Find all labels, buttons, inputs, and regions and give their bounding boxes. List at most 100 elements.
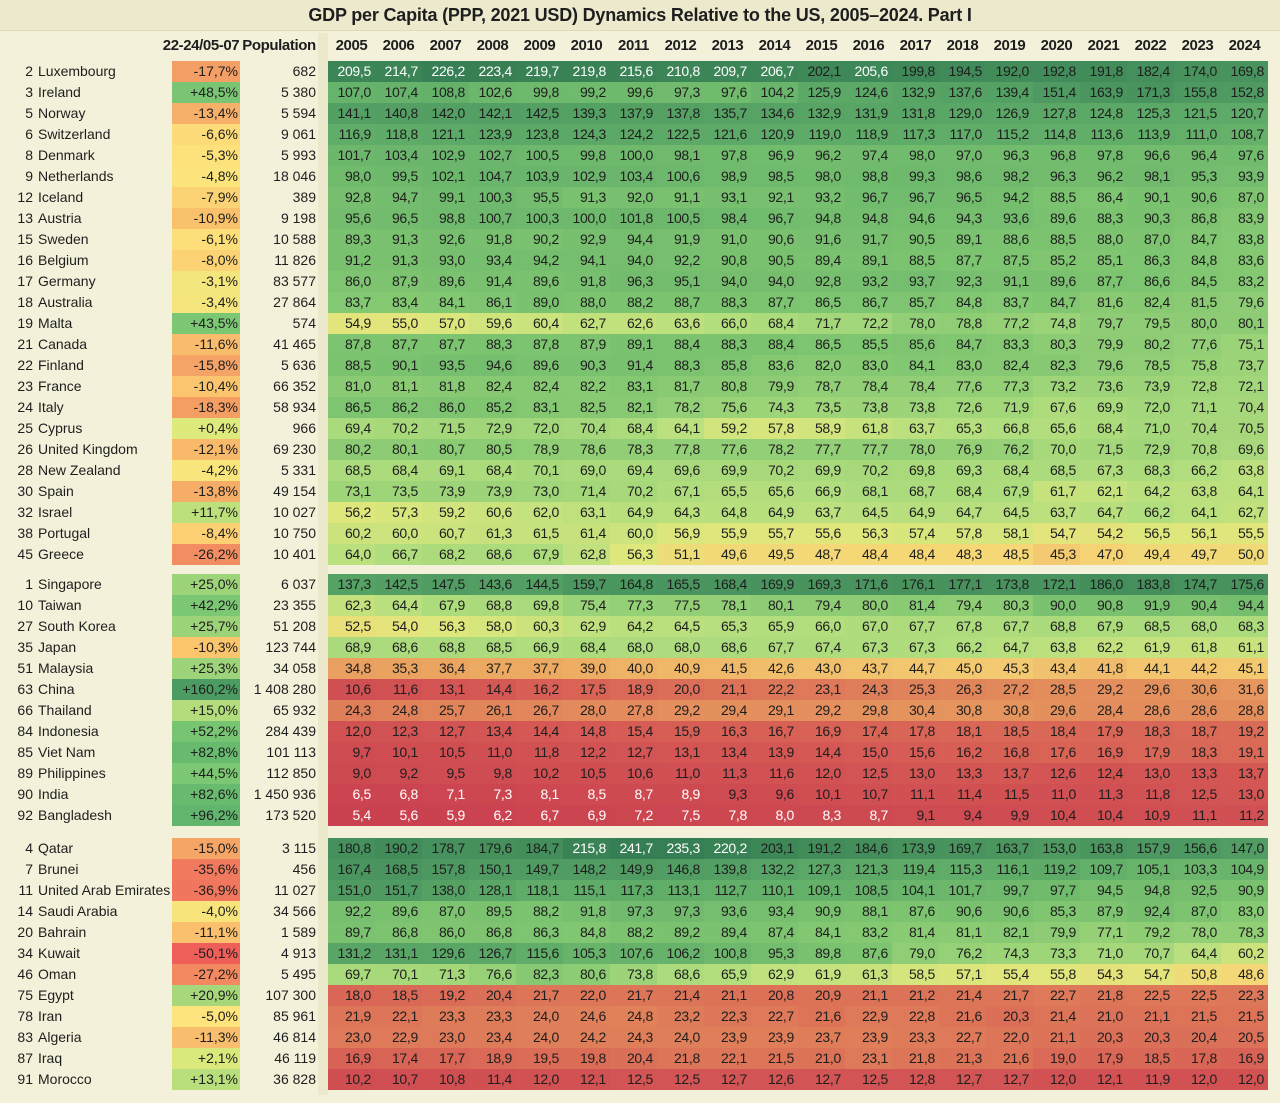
rank-cell: 23 (17, 378, 33, 394)
value-cell: 194,5 (939, 61, 986, 82)
value-cell: 71,7 (798, 313, 845, 334)
value-cell: 199,8 (892, 61, 939, 82)
country-name: Portugal (38, 525, 91, 541)
table-row: 18 Australia -3,4% 27 864 83,7 83,4 84,1 86,1 89… (0, 292, 1280, 313)
value-cell: 24,0 (516, 1027, 563, 1048)
value-cell: 96,3 (986, 145, 1033, 166)
value-cell: 45,1 (1221, 658, 1268, 679)
value-cell: 25,3 (892, 679, 939, 700)
value-cell: 76,2 (986, 439, 1033, 460)
value-cell: 78,8 (939, 313, 986, 334)
value-cell: 92,9 (563, 229, 610, 250)
value-cell: 73,8 (845, 397, 892, 418)
value-cell: 64,8 (704, 502, 751, 523)
value-cell: 13,7 (1221, 763, 1268, 784)
rank-cell: 34 (17, 945, 33, 961)
value-cell: 137,3 (328, 574, 375, 595)
value-cell: 143,6 (469, 574, 516, 595)
value-cell: 88,0 (1080, 229, 1127, 250)
value-cell: 54,7 (1033, 523, 1080, 544)
rank-cell: 91 (17, 1071, 33, 1087)
value-cell: 16,9 (328, 1048, 375, 1069)
value-cell: 43,4 (1033, 658, 1080, 679)
value-cell: 12,7 (704, 1069, 751, 1090)
value-cell: 83,6 (1221, 250, 1268, 271)
country-name: Japan (38, 639, 77, 655)
value-cell: 82,2 (563, 376, 610, 397)
value-cell: 110,1 (751, 880, 798, 901)
value-cell: 85,2 (469, 397, 516, 418)
value-cell: 14,4 (516, 721, 563, 742)
value-cell: 64,2 (1127, 481, 1174, 502)
value-cell: 6,5 (328, 784, 375, 805)
table-row: 16 Belgium -8,0% 11 826 91,2 91,3 93,0 93,4 94,2… (0, 250, 1280, 271)
rank-cell: 51 (17, 660, 33, 676)
value-cell: 55,8 (1033, 964, 1080, 985)
value-cell: 115,2 (986, 124, 1033, 145)
value-cell: 86,8 (1174, 208, 1221, 229)
value-cell: 123,9 (469, 124, 516, 145)
population-cell: 27 864 (273, 294, 316, 310)
value-cell: 84,8 (1174, 250, 1221, 271)
value-cell: 69,6 (657, 460, 704, 481)
change-cell: -36,9% (172, 880, 240, 901)
country-name: Germany (38, 273, 96, 289)
value-cell: 70,8 (1174, 439, 1221, 460)
change-cell: +11,7% (172, 502, 240, 523)
change-cell: -27,2% (172, 964, 240, 985)
value-cell: 75,1 (1221, 334, 1268, 355)
population-cell: 682 (292, 63, 316, 79)
value-cell: 23,1 (845, 1048, 892, 1069)
value-cell: 16,2 (939, 742, 986, 763)
value-cell: 73,6 (1080, 376, 1127, 397)
value-cell: 83,4 (375, 292, 422, 313)
value-cell: 88,6 (986, 229, 1033, 250)
value-cell: 67,7 (986, 616, 1033, 637)
table-row: 3 Ireland +48,5% 5 380 107,0 107,4 108,8 102,6 9… (0, 82, 1280, 103)
value-cell: 68,0 (610, 637, 657, 658)
value-cell: 21,0 (1080, 1006, 1127, 1027)
value-cell: 17,9 (1080, 721, 1127, 742)
table-row: 66 Thailand +15,0% 65 932 24,3 24,8 25,7 26,1 26… (0, 700, 1280, 721)
value-cell: 98,1 (1127, 166, 1174, 187)
value-cell: 91,9 (1127, 595, 1174, 616)
value-cell: 65,9 (751, 616, 798, 637)
value-cell: 67,7 (892, 616, 939, 637)
value-cell: 68,8 (469, 595, 516, 616)
value-cell: 7,8 (704, 805, 751, 826)
value-cell: 69,6 (1221, 439, 1268, 460)
value-cell: 174,7 (1174, 574, 1221, 595)
country-name: China (38, 681, 75, 697)
value-cell: 104,2 (751, 82, 798, 103)
country-name: Oman (38, 966, 77, 982)
value-cell: 92,4 (1127, 901, 1174, 922)
value-cell: 210,8 (657, 61, 704, 82)
header-population: Population (242, 37, 316, 54)
value-cell: 96,7 (892, 187, 939, 208)
value-cell: 67,1 (657, 481, 704, 502)
country-name: Denmark (38, 147, 95, 163)
value-cell: 9,7 (328, 742, 375, 763)
value-cell: 16,9 (1080, 742, 1127, 763)
value-cell: 125,9 (798, 82, 845, 103)
country-name: Viet Nam (38, 744, 96, 760)
value-cell: 107,0 (328, 82, 375, 103)
rank-cell: 30 (17, 483, 33, 499)
value-cell: 98,9 (704, 166, 751, 187)
value-cell: 68,4 (986, 460, 1033, 481)
value-cell: 104,1 (892, 880, 939, 901)
rank-cell: 24 (17, 399, 33, 415)
value-cell: 119,0 (798, 124, 845, 145)
value-cell: 7,5 (657, 805, 704, 826)
value-cell: 97,3 (657, 82, 704, 103)
value-cell: 68,0 (1174, 616, 1221, 637)
value-cell: 68,1 (845, 481, 892, 502)
value-cell: 81,1 (939, 922, 986, 943)
value-cell: 79,4 (939, 595, 986, 616)
value-cell: 64,9 (751, 502, 798, 523)
value-cell: 9,9 (986, 805, 1033, 826)
value-cell: 206,7 (751, 61, 798, 82)
change-cell: -18,3% (172, 397, 240, 418)
value-cell: 100,0 (610, 145, 657, 166)
change-cell: +44,5% (172, 763, 240, 784)
